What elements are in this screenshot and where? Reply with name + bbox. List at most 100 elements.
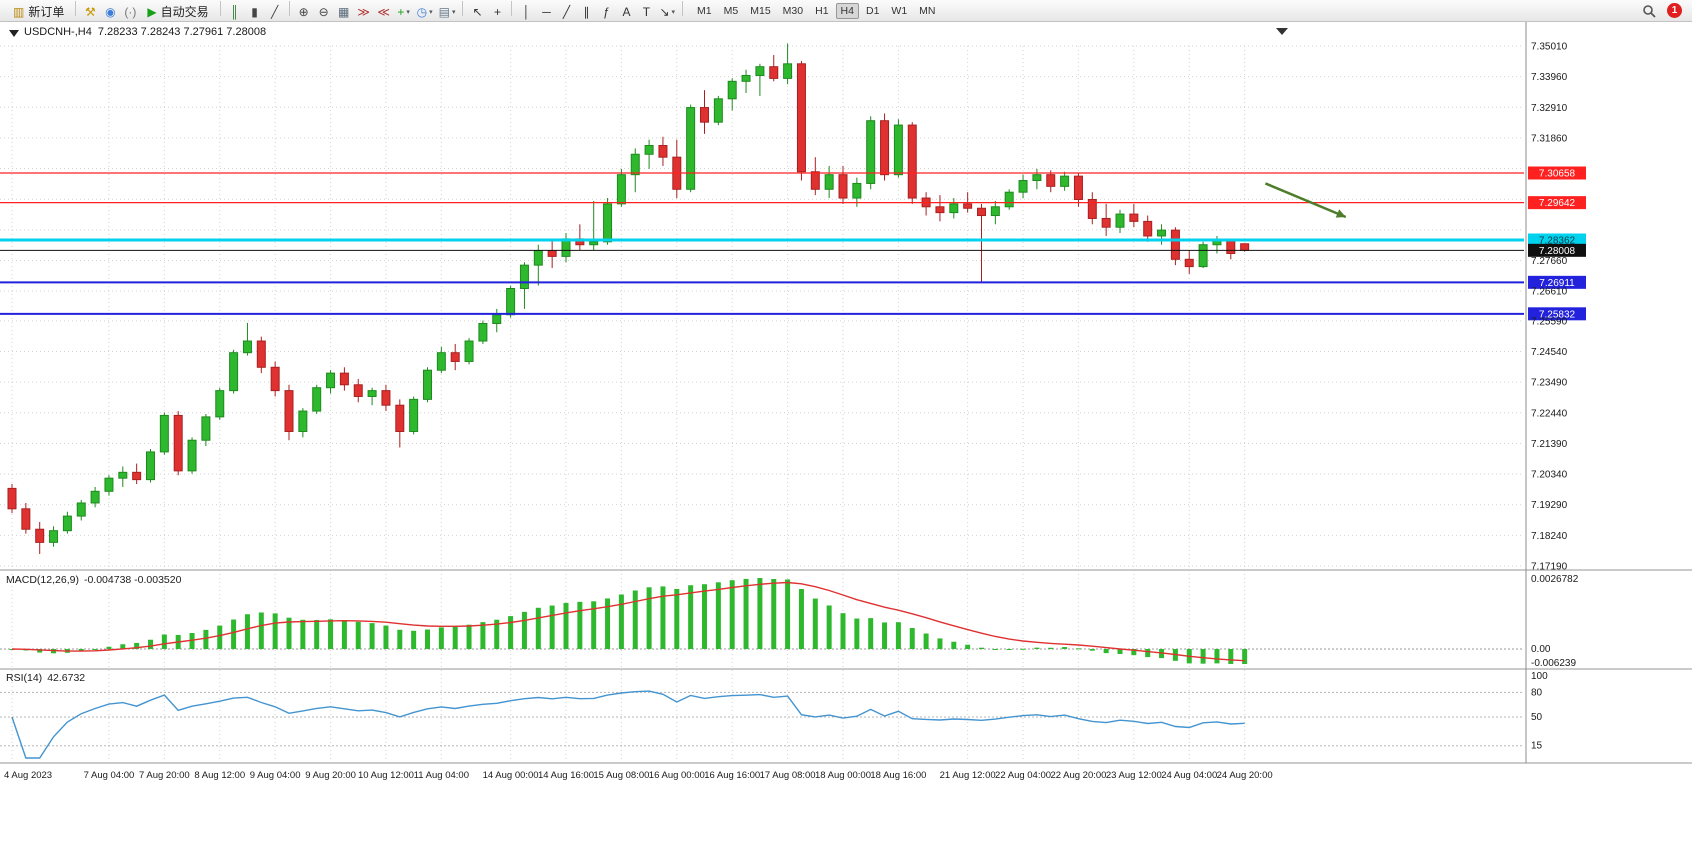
chevron-down-icon: ▾ xyxy=(451,8,456,16)
zoom-out-icon: ⊖ xyxy=(318,4,329,19)
candle xyxy=(104,477,114,492)
toolbar-right: 1 xyxy=(1639,2,1686,20)
chart-shift-icon[interactable]: ≪ xyxy=(374,3,394,21)
trend-arrow[interactable] xyxy=(1264,182,1347,219)
one-click-trading-toggle[interactable] xyxy=(9,30,19,37)
rsi-line xyxy=(11,690,1245,759)
candle xyxy=(907,124,917,199)
macd-histogram-bar xyxy=(341,620,347,649)
macd-histogram-bar xyxy=(743,578,749,649)
time-axis-label: 24 Aug 20:00 xyxy=(1217,770,1273,781)
autotrading-button-label: 自动交易 xyxy=(160,5,209,19)
autotrading-button[interactable]: ▶ 自动交易 xyxy=(140,3,215,21)
arrows-icon[interactable]: ↘ ▾ xyxy=(656,3,678,21)
candle xyxy=(187,439,197,472)
macd-histogram-bar xyxy=(605,598,611,649)
fibonacci-icon[interactable]: ƒ xyxy=(596,3,616,21)
candle xyxy=(436,352,446,371)
candle xyxy=(409,398,419,432)
macd-histogram-bar xyxy=(466,624,472,649)
candlestick-chart-icon[interactable]: ▮ xyxy=(245,3,265,21)
template-icon[interactable]: ▤ ▾ xyxy=(436,3,459,21)
notification-badge[interactable]: 1 xyxy=(1667,3,1682,18)
macd-histogram-bar xyxy=(1242,649,1248,664)
tile-windows-icon[interactable]: ▦ xyxy=(334,3,354,21)
timeframe-button-W1[interactable]: W1 xyxy=(891,4,908,17)
candle xyxy=(1129,213,1139,222)
time-axis-label: 8 Aug 12:00 xyxy=(194,770,245,781)
toolbar-separator xyxy=(511,0,513,16)
metaeditor-icon[interactable]: ⚒ xyxy=(80,3,100,21)
macd-axis-zero: 0.00 xyxy=(1531,644,1551,655)
candle xyxy=(1087,198,1097,219)
price-tag-label: 7.29642 xyxy=(1539,198,1576,209)
crosshair-icon[interactable]: + xyxy=(487,3,507,21)
macd-histogram-bar xyxy=(785,579,791,649)
macd-histogram-bar xyxy=(1062,647,1068,649)
price-axis-label: 7.18240 xyxy=(1531,531,1568,542)
vertical-line-icon[interactable]: │ xyxy=(516,3,536,21)
candle xyxy=(713,98,723,123)
macd-histogram-bar xyxy=(480,622,486,649)
bar-chart-icon: ║ xyxy=(230,4,239,19)
text-icon[interactable]: A xyxy=(616,3,636,21)
timeframe-button-M1[interactable]: M1 xyxy=(697,4,712,17)
candle xyxy=(810,171,820,190)
candle xyxy=(326,372,336,389)
trend-arrow-head xyxy=(1335,209,1346,218)
cursor-icon: ↖ xyxy=(472,4,483,19)
candle xyxy=(159,414,169,453)
macd-histogram-bar xyxy=(965,644,971,649)
timeframe-button-H1[interactable]: H1 xyxy=(815,4,829,17)
macd-histogram-bar xyxy=(674,588,680,649)
toolbar-separator xyxy=(462,0,464,16)
macd-histogram-bar xyxy=(895,622,901,649)
timeframe-button-H4[interactable]: H4 xyxy=(835,2,859,19)
candle xyxy=(893,124,903,176)
rsi-axis-label: 50 xyxy=(1531,712,1543,723)
signals-icon: (·) xyxy=(124,4,137,19)
timeframe-button-D1[interactable]: D1 xyxy=(865,4,880,17)
price-tag xyxy=(1528,166,1586,180)
macd-histogram-bar xyxy=(286,617,292,649)
trendline-icon[interactable]: ╱ xyxy=(556,3,576,21)
price-axis-label: 7.17190 xyxy=(1531,562,1568,573)
cursor-icon[interactable]: ↖ xyxy=(467,3,487,21)
add-indicator-icon[interactable]: + ▾ xyxy=(394,3,414,21)
zoom-out-icon[interactable]: ⊖ xyxy=(314,3,334,21)
timeframe-button-MN[interactable]: MN xyxy=(919,4,936,17)
macd-histogram-bar xyxy=(1228,649,1234,664)
timeframe-button-M5[interactable]: M5 xyxy=(723,4,739,17)
timeframe-button-M15[interactable]: M15 xyxy=(750,4,771,17)
candle xyxy=(395,404,405,432)
auto-scroll-icon[interactable]: ≫ xyxy=(354,3,374,21)
macd-histogram-bar xyxy=(411,630,417,649)
candle xyxy=(1101,217,1111,228)
macd-histogram-bar xyxy=(106,646,112,649)
time-axis-label: 7 Aug 20:00 xyxy=(139,770,190,781)
new-order-button: ▥ xyxy=(13,4,25,19)
candle xyxy=(852,182,862,199)
search-icon[interactable] xyxy=(1639,2,1659,20)
price-axis-label: 7.32910 xyxy=(1531,103,1568,114)
toolbar-separator xyxy=(75,0,77,16)
horizontal-line-icon[interactable]: ─ xyxy=(536,3,556,21)
zoom-in-icon[interactable]: ⊕ xyxy=(294,3,314,21)
signals-icon[interactable]: (·) xyxy=(120,3,140,21)
periods-icon[interactable]: ◷ ▾ xyxy=(414,3,436,21)
line-chart-icon[interactable]: ╱ xyxy=(265,3,285,21)
candle xyxy=(1032,174,1042,182)
new-order-button[interactable]: ▥ 新订单 xyxy=(6,3,71,21)
toolbar: ▥ 新订单 ⚒ ◉ (·) ▶ 自动交易 ║ ▮ ╱ ⊕ ⊖ ▦ ≫ ≪ + ▾ ◷ ▾ ▤ ▾ ↖ + │ ─ ╱ ∥ ƒ A T ↘ ▾ … xyxy=(0,0,1692,22)
channel-icon[interactable]: ∥ xyxy=(576,3,596,21)
macd-histogram-bar xyxy=(854,618,860,649)
macd-histogram-bar xyxy=(826,605,832,649)
timeframe-button-M30[interactable]: M30 xyxy=(782,4,804,17)
label-icon[interactable]: T xyxy=(636,3,656,21)
macd-histogram-bar xyxy=(992,649,998,650)
bar-chart-icon[interactable]: ║ xyxy=(225,3,245,21)
candle xyxy=(1157,229,1167,237)
market-watch-icon[interactable]: ◉ xyxy=(100,3,120,21)
macd-histogram-bar xyxy=(134,642,140,649)
